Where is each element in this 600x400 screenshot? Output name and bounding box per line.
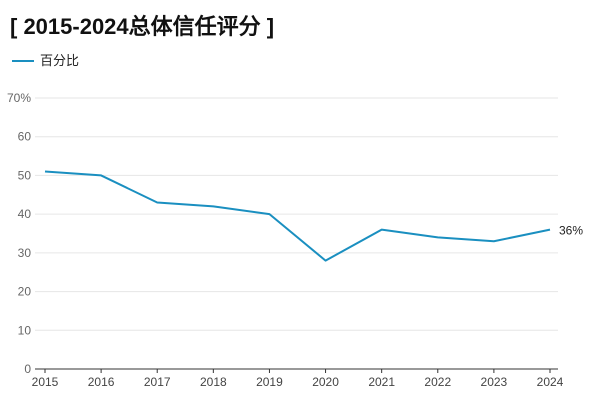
y-tick-label: 40 xyxy=(18,207,32,221)
y-tick-label: 50 xyxy=(18,168,32,182)
x-tick-label: 2024 xyxy=(537,375,564,389)
x-tick-label: 2015 xyxy=(32,375,59,389)
x-tick-label: 2023 xyxy=(481,375,508,389)
y-tick-label: 0 xyxy=(24,362,31,376)
y-tick-label: 30 xyxy=(18,246,32,260)
series-layer xyxy=(44,170,551,262)
series-line xyxy=(44,170,551,262)
legend-label: 百分比 xyxy=(40,53,79,68)
y-tick-label: 70% xyxy=(7,91,31,105)
y-tick-label: 20 xyxy=(18,285,32,299)
y-tick-label: 60 xyxy=(18,130,32,144)
x-tick-label: 2022 xyxy=(424,375,451,389)
y-tick-label: 10 xyxy=(18,323,32,337)
x-tick-label: 2016 xyxy=(88,375,115,389)
end-data-label: 36% xyxy=(559,224,583,238)
x-tick-label: 2019 xyxy=(256,375,283,389)
chart-title: [ 2015-2024总体信任评分 ] xyxy=(10,14,274,39)
x-tick-label: 2021 xyxy=(368,375,395,389)
x-tick-label: 2018 xyxy=(200,375,227,389)
legend: 百分比 xyxy=(12,53,79,68)
x-axis-ticks: 2015 2016 2017 2018 2019 2020 2021 2022 2023 2024 xyxy=(32,369,564,389)
gridlines xyxy=(35,97,558,331)
x-tick-label: 2017 xyxy=(144,375,171,389)
x-tick-label: 2020 xyxy=(312,375,339,389)
y-axis-ticks: 0 10 20 30 40 50 60 70% xyxy=(7,91,31,376)
